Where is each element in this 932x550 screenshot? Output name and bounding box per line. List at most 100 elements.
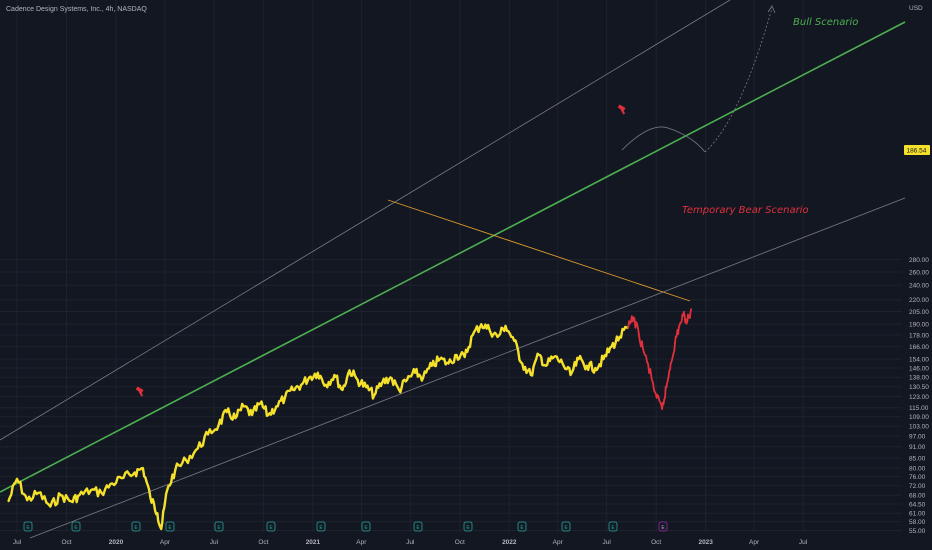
data-point <box>655 397 658 399</box>
price-tick-label: 72.00 <box>909 483 926 490</box>
data-point <box>422 376 425 379</box>
earnings-badge: E <box>23 521 33 532</box>
data-point <box>185 459 187 461</box>
earnings-badge-box <box>463 521 473 532</box>
support-line <box>387 199 691 302</box>
data-point <box>275 405 278 408</box>
data-point <box>521 362 523 365</box>
earnings-badge-box <box>131 521 141 532</box>
time-tick-label: Apr <box>749 539 760 546</box>
data-point <box>561 362 564 365</box>
earnings-badge: E <box>165 521 175 532</box>
earnings-badge: E <box>266 521 276 532</box>
data-point <box>586 365 588 367</box>
data-point <box>463 356 466 358</box>
data-point <box>284 397 286 399</box>
earnings-badge-letter: E <box>26 525 30 531</box>
data-point <box>577 358 580 360</box>
price-tick-label: 190.00 <box>909 321 929 328</box>
price-tick-label: 76.00 <box>909 474 926 481</box>
price-tick-label: 130.50 <box>909 384 929 391</box>
price-tick-label: 260.00 <box>909 269 929 276</box>
data-point <box>678 326 680 329</box>
data-point <box>389 376 392 379</box>
earnings-badge: E <box>131 521 141 532</box>
upcoming-earnings-badge: E <box>658 521 668 532</box>
price-tick-label: 123.00 <box>909 394 929 401</box>
data-point <box>545 365 547 367</box>
earnings-badge: E <box>361 521 371 532</box>
data-point <box>538 354 540 356</box>
data-point <box>134 471 136 474</box>
data-point <box>594 367 597 369</box>
data-point <box>669 362 672 365</box>
upper-channel-line <box>0 0 731 441</box>
time-tick-label: Jul <box>799 539 808 546</box>
price-tick-label: 109.00 <box>909 414 929 421</box>
data-point <box>242 405 245 408</box>
time-tick-label: Jul <box>406 539 415 546</box>
earnings-badge: E <box>316 521 326 532</box>
data-point <box>174 469 176 472</box>
price-tick-label: 205.00 <box>909 309 929 316</box>
data-point <box>414 371 417 374</box>
data-point <box>308 376 311 379</box>
upcoming-badge-box <box>658 521 668 532</box>
price-tick-label: 103.00 <box>909 423 929 430</box>
earnings-badge-box <box>517 521 527 532</box>
earnings-badge-letter: E <box>520 525 524 531</box>
data-point <box>37 492 40 494</box>
data-point <box>89 489 92 492</box>
data-point <box>333 374 336 376</box>
earnings-badge-letter: E <box>74 525 78 531</box>
data-point <box>690 308 692 310</box>
earnings-badge-box <box>561 521 571 532</box>
data-point <box>686 319 689 322</box>
data-point <box>348 369 351 372</box>
time-tick-label: Oct <box>61 539 71 546</box>
data-point <box>49 505 52 508</box>
earnings-badge-box <box>413 521 423 532</box>
earnings-badge-box <box>608 521 618 532</box>
price-tick-label: 68.00 <box>909 492 926 499</box>
time-tick-label: 2023 <box>698 539 713 546</box>
data-point <box>317 371 319 374</box>
upcoming-badge-letter: E <box>661 525 665 531</box>
earnings-badge: E <box>517 521 527 532</box>
data-point <box>365 386 368 389</box>
data-point <box>632 316 635 319</box>
data-point <box>488 328 491 331</box>
data-point <box>160 528 162 530</box>
data-point <box>26 499 29 502</box>
data-point <box>447 362 450 365</box>
price-tick-label: 138.00 <box>909 375 929 382</box>
data-point <box>7 500 10 503</box>
grid <box>0 0 902 532</box>
data-point <box>504 325 507 327</box>
price-tick-label: 146.00 <box>909 365 929 372</box>
data-point <box>638 334 640 336</box>
last-price-tag: 186.54 <box>904 145 930 155</box>
price-tick-label: 80.00 <box>909 465 926 472</box>
earnings-badge: E <box>608 521 618 532</box>
time-axis[interactable]: Jul Oct 2020 Apr Jul Oct 2021 Apr Jul Oct 2022 Apr J… <box>13 539 808 546</box>
time-tick-label: Oct <box>258 539 268 546</box>
earnings-badge: E <box>463 521 473 532</box>
price-tick-label: 55.00 <box>909 528 926 535</box>
earnings-badge-box <box>165 521 175 532</box>
currency-label: USD <box>909 5 923 12</box>
data-point <box>530 374 532 376</box>
time-tick-label: Apr <box>553 539 564 546</box>
data-point <box>111 482 113 485</box>
data-point <box>207 433 209 436</box>
data-point <box>674 341 676 344</box>
time-tick-label: 2021 <box>306 539 321 546</box>
data-point <box>373 394 376 397</box>
bull-trend-line <box>0 21 906 493</box>
data-point <box>149 496 152 499</box>
bear-projection-line <box>627 308 693 411</box>
data-point <box>300 384 302 386</box>
